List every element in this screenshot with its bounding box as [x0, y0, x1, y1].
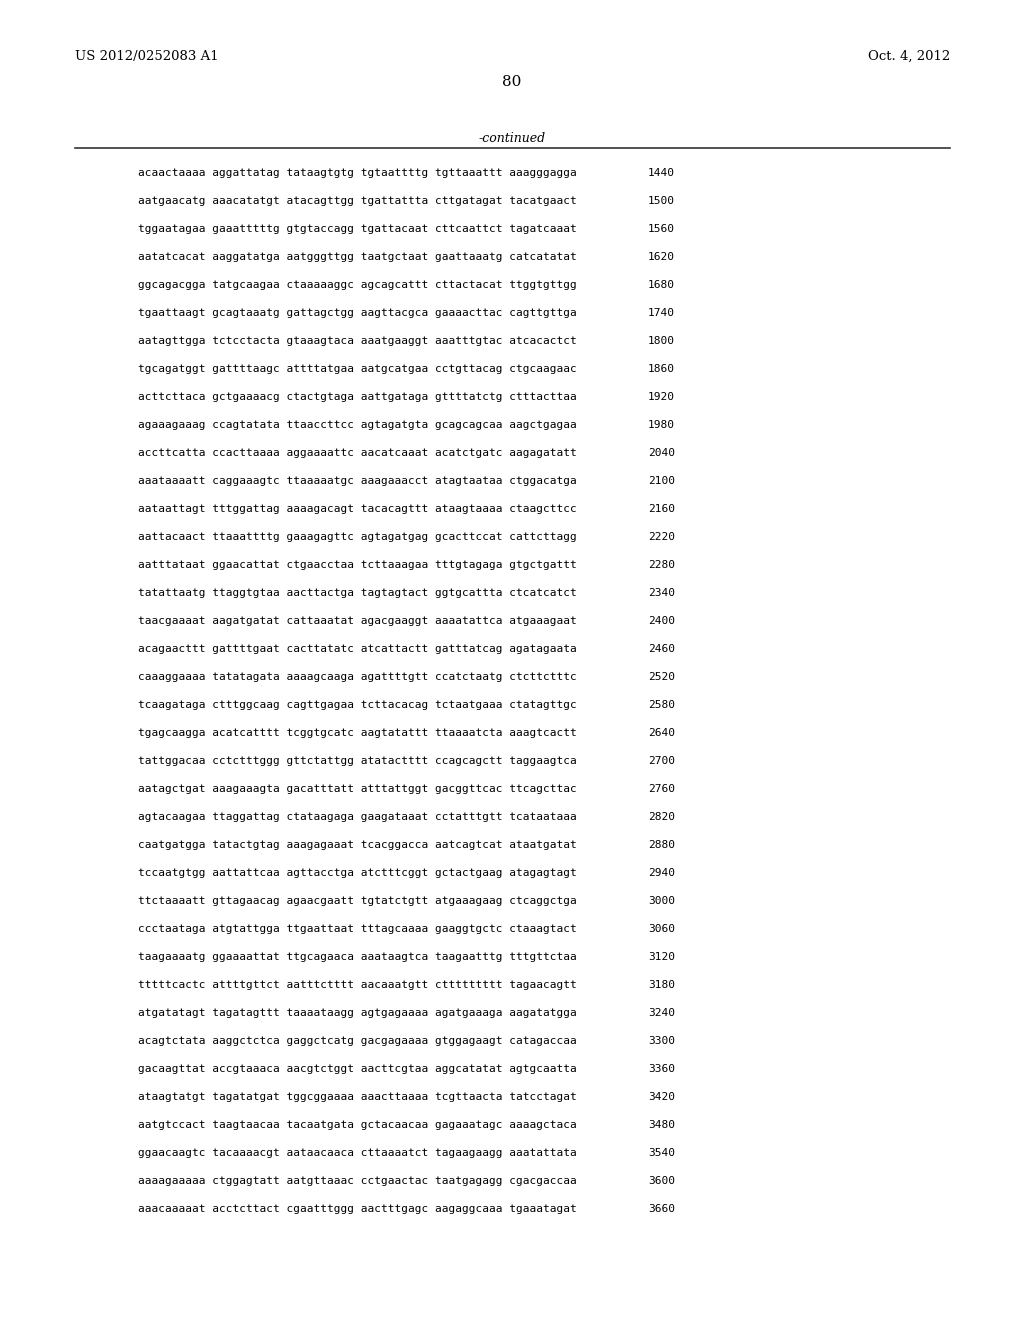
Text: atgatatagt tagatagttt taaaataagg agtgagaaaa agatgaaaga aagatatgga: atgatatagt tagatagttt taaaataagg agtgaga… — [138, 1008, 577, 1018]
Text: ggcagacgga tatgcaagaa ctaaaaaggc agcagcattt cttactacat ttggtgttgg: ggcagacgga tatgcaagaa ctaaaaaggc agcagca… — [138, 280, 577, 290]
Text: 2640: 2640 — [648, 729, 675, 738]
Text: 1680: 1680 — [648, 280, 675, 290]
Text: aatagttgga tctcctacta gtaaagtaca aaatgaaggt aaatttgtac atcacactct: aatagttgga tctcctacta gtaaagtaca aaatgaa… — [138, 337, 577, 346]
Text: aaataaaatt caggaaagtc ttaaaaatgc aaagaaacct atagtaataa ctggacatga: aaataaaatt caggaaagtc ttaaaaatgc aaagaaa… — [138, 477, 577, 486]
Text: 2280: 2280 — [648, 560, 675, 570]
Text: 2040: 2040 — [648, 447, 675, 458]
Text: 2700: 2700 — [648, 756, 675, 766]
Text: 3240: 3240 — [648, 1008, 675, 1018]
Text: aatgtccact taagtaacaa tacaatgata gctacaacaa gagaaatagc aaaagctaca: aatgtccact taagtaacaa tacaatgata gctacaa… — [138, 1119, 577, 1130]
Text: 3660: 3660 — [648, 1204, 675, 1214]
Text: 3300: 3300 — [648, 1036, 675, 1045]
Text: -continued: -continued — [478, 132, 546, 145]
Text: 2220: 2220 — [648, 532, 675, 543]
Text: 2940: 2940 — [648, 869, 675, 878]
Text: tatattaatg ttaggtgtaa aacttactga tagtagtact ggtgcattta ctcatcatct: tatattaatg ttaggtgtaa aacttactga tagtagt… — [138, 587, 577, 598]
Text: aatagctgat aaagaaagta gacatttatt atttattggt gacggttcac ttcagcttac: aatagctgat aaagaaagta gacatttatt atttatt… — [138, 784, 577, 795]
Text: tattggacaa cctctttggg gttctattgg atatactttt ccagcagctt taggaagtca: tattggacaa cctctttggg gttctattgg atatact… — [138, 756, 577, 766]
Text: ttctaaaatt gttagaacag agaacgaatt tgtatctgtt atgaaagaag ctcaggctga: ttctaaaatt gttagaacag agaacgaatt tgtatct… — [138, 896, 577, 906]
Text: 3420: 3420 — [648, 1092, 675, 1102]
Text: gacaagttat accgtaaaca aacgtctggt aacttcgtaa aggcatatat agtgcaatta: gacaagttat accgtaaaca aacgtctggt aacttcg… — [138, 1064, 577, 1074]
Text: 80: 80 — [503, 75, 521, 88]
Text: caaaggaaaa tatatagata aaaagcaaga agattttgtt ccatctaatg ctcttctttc: caaaggaaaa tatatagata aaaagcaaga agatttt… — [138, 672, 577, 682]
Text: aatttataat ggaacattat ctgaacctaa tcttaaagaa tttgtagaga gtgctgattt: aatttataat ggaacattat ctgaacctaa tcttaaa… — [138, 560, 577, 570]
Text: 2160: 2160 — [648, 504, 675, 513]
Text: tcaagataga ctttggcaag cagttgagaa tcttacacag tctaatgaaa ctatagttgc: tcaagataga ctttggcaag cagttgagaa tcttaca… — [138, 700, 577, 710]
Text: aatgaacatg aaacatatgt atacagttgg tgattattta cttgatagat tacatgaact: aatgaacatg aaacatatgt atacagttgg tgattat… — [138, 195, 577, 206]
Text: aaaagaaaaa ctggagtatt aatgttaaac cctgaactac taatgagagg cgacgaccaa: aaaagaaaaa ctggagtatt aatgttaaac cctgaac… — [138, 1176, 577, 1185]
Text: 1980: 1980 — [648, 420, 675, 430]
Text: acaactaaaa aggattatag tataagtgtg tgtaattttg tgttaaattt aaagggagga: acaactaaaa aggattatag tataagtgtg tgtaatt… — [138, 168, 577, 178]
Text: 3120: 3120 — [648, 952, 675, 962]
Text: 2820: 2820 — [648, 812, 675, 822]
Text: 1800: 1800 — [648, 337, 675, 346]
Text: ccctaataga atgtattgga ttgaattaat tttagcaaaa gaaggtgctc ctaaagtact: ccctaataga atgtattgga ttgaattaat tttagca… — [138, 924, 577, 935]
Text: Oct. 4, 2012: Oct. 4, 2012 — [867, 50, 950, 63]
Text: tggaatagaa gaaatttttg gtgtaccagg tgattacaat cttcaattct tagatcaaat: tggaatagaa gaaatttttg gtgtaccagg tgattac… — [138, 224, 577, 234]
Text: 1920: 1920 — [648, 392, 675, 403]
Text: 3600: 3600 — [648, 1176, 675, 1185]
Text: 2760: 2760 — [648, 784, 675, 795]
Text: 2880: 2880 — [648, 840, 675, 850]
Text: 1560: 1560 — [648, 224, 675, 234]
Text: 2400: 2400 — [648, 616, 675, 626]
Text: 1860: 1860 — [648, 364, 675, 374]
Text: agaaagaaag ccagtatata ttaaccttcc agtagatgta gcagcagcaa aagctgagaa: agaaagaaag ccagtatata ttaaccttcc agtagat… — [138, 420, 577, 430]
Text: taacgaaaat aagatgatat cattaaatat agacgaaggt aaaatattca atgaaagaat: taacgaaaat aagatgatat cattaaatat agacgaa… — [138, 616, 577, 626]
Text: tccaatgtgg aattattcaa agttacctga atctttcggt gctactgaag atagagtagt: tccaatgtgg aattattcaa agttacctga atctttc… — [138, 869, 577, 878]
Text: 2520: 2520 — [648, 672, 675, 682]
Text: acagaacttt gattttgaat cacttatatc atcattactt gatttatcag agatagaata: acagaacttt gattttgaat cacttatatc atcatta… — [138, 644, 577, 653]
Text: 3060: 3060 — [648, 924, 675, 935]
Text: 1620: 1620 — [648, 252, 675, 261]
Text: 3480: 3480 — [648, 1119, 675, 1130]
Text: 1500: 1500 — [648, 195, 675, 206]
Text: 1740: 1740 — [648, 308, 675, 318]
Text: 2100: 2100 — [648, 477, 675, 486]
Text: tgaattaagt gcagtaaatg gattagctgg aagttacgca gaaaacttac cagttgttga: tgaattaagt gcagtaaatg gattagctgg aagttac… — [138, 308, 577, 318]
Text: ggaacaagtc tacaaaacgt aataacaaca cttaaaatct tagaagaagg aaatattata: ggaacaagtc tacaaaacgt aataacaaca cttaaaa… — [138, 1148, 577, 1158]
Text: 3180: 3180 — [648, 979, 675, 990]
Text: caatgatgga tatactgtag aaagagaaat tcacggacca aatcagtcat ataatgatat: caatgatgga tatactgtag aaagagaaat tcacgga… — [138, 840, 577, 850]
Text: acagtctata aaggctctca gaggctcatg gacgagaaaa gtggagaagt catagaccaa: acagtctata aaggctctca gaggctcatg gacgaga… — [138, 1036, 577, 1045]
Text: tttttcactc attttgttct aatttctttt aacaaatgtt cttttttttt tagaacagtt: tttttcactc attttgttct aatttctttt aacaaat… — [138, 979, 577, 990]
Text: tgagcaagga acatcatttt tcggtgcatc aagtatattt ttaaaatcta aaagtcactt: tgagcaagga acatcatttt tcggtgcatc aagtata… — [138, 729, 577, 738]
Text: 2340: 2340 — [648, 587, 675, 598]
Text: 3540: 3540 — [648, 1148, 675, 1158]
Text: 2460: 2460 — [648, 644, 675, 653]
Text: 3360: 3360 — [648, 1064, 675, 1074]
Text: 3000: 3000 — [648, 896, 675, 906]
Text: aatatcacat aaggatatga aatgggttgg taatgctaat gaattaaatg catcatatat: aatatcacat aaggatatga aatgggttgg taatgct… — [138, 252, 577, 261]
Text: agtacaagaa ttaggattag ctataagaga gaagataaat cctatttgtt tcataataaa: agtacaagaa ttaggattag ctataagaga gaagata… — [138, 812, 577, 822]
Text: aaacaaaaat acctcttact cgaatttggg aactttgagc aagaggcaaa tgaaatagat: aaacaaaaat acctcttact cgaatttggg aactttg… — [138, 1204, 577, 1214]
Text: acttcttaca gctgaaaacg ctactgtaga aattgataga gttttatctg ctttacttaa: acttcttaca gctgaaaacg ctactgtaga aattgat… — [138, 392, 577, 403]
Text: accttcatta ccacttaaaa aggaaaattc aacatcaaat acatctgatc aagagatatt: accttcatta ccacttaaaa aggaaaattc aacatca… — [138, 447, 577, 458]
Text: ataagtatgt tagatatgat tggcggaaaa aaacttaaaa tcgttaacta tatcctagat: ataagtatgt tagatatgat tggcggaaaa aaactta… — [138, 1092, 577, 1102]
Text: taagaaaatg ggaaaattat ttgcagaaca aaataagtca taagaatttg tttgttctaa: taagaaaatg ggaaaattat ttgcagaaca aaataag… — [138, 952, 577, 962]
Text: 2580: 2580 — [648, 700, 675, 710]
Text: aataattagt tttggattag aaaagacagt tacacagttt ataagtaaaa ctaagcttcc: aataattagt tttggattag aaaagacagt tacacag… — [138, 504, 577, 513]
Text: 1440: 1440 — [648, 168, 675, 178]
Text: US 2012/0252083 A1: US 2012/0252083 A1 — [75, 50, 219, 63]
Text: aattacaact ttaaattttg gaaagagttc agtagatgag gcacttccat cattcttagg: aattacaact ttaaattttg gaaagagttc agtagat… — [138, 532, 577, 543]
Text: tgcagatggt gattttaagc attttatgaa aatgcatgaa cctgttacag ctgcaagaac: tgcagatggt gattttaagc attttatgaa aatgcat… — [138, 364, 577, 374]
